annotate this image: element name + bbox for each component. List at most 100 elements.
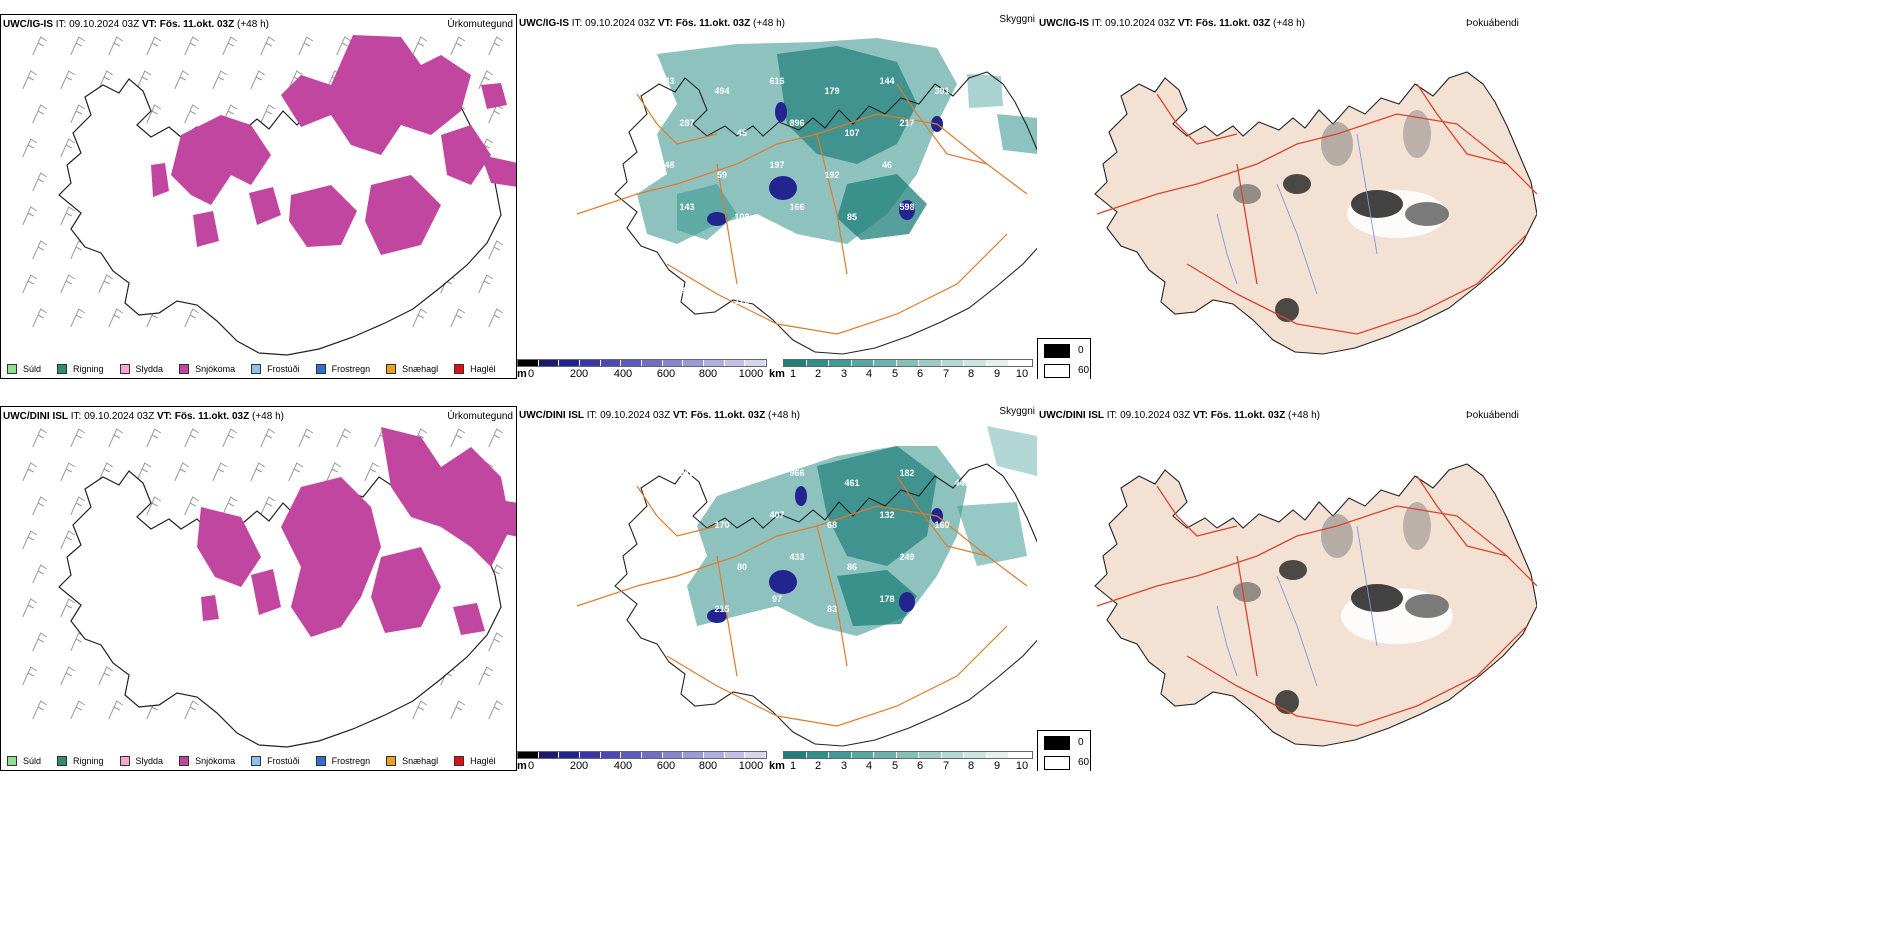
legend-swatch bbox=[386, 364, 397, 374]
wind-barb bbox=[108, 308, 124, 328]
legend-item: Snjókoma bbox=[179, 364, 235, 374]
wind-barb bbox=[98, 462, 114, 482]
wind-barb bbox=[146, 496, 162, 516]
cloud-base-label: 202 bbox=[769, 244, 784, 254]
rivers-row1 bbox=[1216, 133, 1378, 295]
wind-barb bbox=[22, 138, 38, 158]
wind-barb bbox=[98, 70, 114, 90]
wind-barb bbox=[450, 308, 466, 328]
wind-barb bbox=[22, 666, 38, 686]
visibility-fields-row2 bbox=[687, 426, 1037, 636]
fog-map-row1 bbox=[1094, 71, 1537, 355]
model-name-row1: UWC/IG-IS bbox=[3, 19, 53, 30]
fog-title-row2: Þokuábendi bbox=[1466, 410, 1519, 421]
legend-swatch bbox=[315, 364, 326, 374]
cloud-base-label: 249 bbox=[899, 552, 914, 562]
cloud-base-label: 166 bbox=[789, 202, 804, 212]
wind-barb bbox=[184, 496, 200, 516]
wind-barb bbox=[22, 462, 38, 482]
wind-barb bbox=[108, 700, 124, 720]
wind-barb bbox=[298, 36, 314, 56]
cloud-base-label: 45 bbox=[737, 128, 747, 138]
wind-barb bbox=[412, 36, 428, 56]
cloud-base-label: 144 bbox=[879, 76, 894, 86]
wind-barb bbox=[70, 700, 86, 720]
cloud-base-label: 132 bbox=[879, 510, 894, 520]
wind-barb bbox=[450, 700, 466, 720]
legend-item: Haglél bbox=[454, 364, 496, 374]
legend-item: Rigning bbox=[57, 364, 104, 374]
wind-barb bbox=[184, 428, 200, 448]
wind-barb bbox=[146, 36, 162, 56]
roads-row1-fog bbox=[1096, 83, 1537, 335]
cloud-base-label: 178 bbox=[879, 594, 894, 604]
wind-barb bbox=[260, 104, 276, 124]
cloud-title-row1: Skyggni bbox=[999, 14, 1035, 25]
cloud-base-label: 78 bbox=[662, 244, 672, 254]
wind-barb bbox=[250, 462, 266, 482]
legend-swatch bbox=[386, 756, 397, 766]
wind-barb bbox=[32, 700, 48, 720]
precip-panel-row2: UWC/DINI ISL IT: 09.10.2024 03Z VT: Fös.… bbox=[0, 406, 517, 771]
wind-barb bbox=[174, 70, 190, 90]
wind-barb bbox=[32, 428, 48, 448]
cloud-base-label: 143 bbox=[679, 202, 694, 212]
cloud-base-label: 287 bbox=[679, 118, 694, 128]
cloud-base-label: 215 bbox=[679, 468, 694, 478]
wind-barb bbox=[184, 36, 200, 56]
cloud-base-label: 21 bbox=[717, 254, 727, 264]
legend-swatch bbox=[179, 756, 190, 766]
wind-barb bbox=[70, 104, 86, 124]
precip-title-row2: Úrkomutegund bbox=[447, 411, 513, 422]
cloud-base-label: 88 bbox=[937, 604, 947, 614]
wind-barb bbox=[32, 496, 48, 516]
legend-item: Slydda bbox=[119, 364, 163, 374]
cloud-base-label: 215 bbox=[714, 604, 729, 614]
cloud-map-row2: 215 973 966 461 182 441 119 170 407 68 132 160 72 80 4… bbox=[576, 426, 1037, 747]
wind-barb bbox=[260, 428, 276, 448]
legend-swatch bbox=[57, 756, 68, 766]
fog-legend-row2: 0 60 bbox=[1037, 730, 1091, 771]
wind-barb bbox=[108, 36, 124, 56]
cloud-base-colorbar-row2: m 0 200 400 600 800 1000 bbox=[517, 751, 767, 771]
valid-time-row2: VT: Fös. 11.okt. 03Z bbox=[156, 411, 250, 422]
roads-row1 bbox=[576, 83, 1028, 335]
cloud-base-label: 407 bbox=[769, 510, 784, 520]
cloud-base-label: 323 bbox=[659, 594, 674, 604]
lead-time-row2: (+48 h) bbox=[252, 411, 284, 422]
fog-legend-swatch bbox=[1044, 364, 1070, 378]
cloud-base-label: 340 bbox=[954, 562, 969, 572]
legend-item: Snæhagl bbox=[386, 756, 438, 766]
legend-item: Frostregn bbox=[315, 756, 370, 766]
wind-barb bbox=[336, 428, 352, 448]
precip-title-row1: Úrkomutegund bbox=[447, 19, 513, 30]
wind-barb bbox=[478, 70, 494, 90]
cloud-base-label: 179 bbox=[824, 86, 839, 96]
cloud-map-row1: 533 494 616 179 144 301 287 45 896 107 217 145 248 59… bbox=[576, 38, 1037, 355]
wind-barb bbox=[146, 104, 162, 124]
wind-barb bbox=[488, 36, 504, 56]
precip-map-row2 bbox=[22, 427, 516, 748]
cloud-base-label: 441 bbox=[954, 478, 969, 488]
legend-item: Frostregn bbox=[315, 364, 370, 374]
wind-barb bbox=[488, 428, 504, 448]
wind-barb bbox=[70, 428, 86, 448]
cloud-base-label: 461 bbox=[844, 478, 859, 488]
wind-barb bbox=[488, 700, 504, 720]
cloud-base-label: 46 bbox=[882, 160, 892, 170]
legend-swatch bbox=[7, 756, 17, 766]
iceland-land bbox=[1094, 71, 1537, 355]
wind-barb bbox=[108, 428, 124, 448]
wind-barb bbox=[336, 36, 352, 56]
precip-legend-row1: Súld Rigning Slydda Snjókoma Frostúði Fr… bbox=[7, 360, 496, 378]
cloud-panel-row2: 215 973 966 461 182 441 119 170 407 68 132 160 72 80 4… bbox=[517, 406, 1037, 771]
snow-areas-row2 bbox=[197, 427, 516, 637]
cloud-base-colorbar-row1: m 0 200 400 600 800 1000 bbox=[517, 359, 767, 379]
issue-time-row2: IT: 09.10.2024 03Z bbox=[70, 411, 155, 422]
cloud-base-label: 170 bbox=[714, 520, 729, 530]
visibility-colorbar-row1: km 1 2 3 4 5 6 7 8 9 10 bbox=[769, 359, 1035, 379]
legend-swatch bbox=[251, 364, 262, 374]
cloud-base-label: 91 bbox=[827, 254, 837, 264]
wind-barb bbox=[412, 308, 428, 328]
cloud-base-label: 616 bbox=[769, 76, 784, 86]
